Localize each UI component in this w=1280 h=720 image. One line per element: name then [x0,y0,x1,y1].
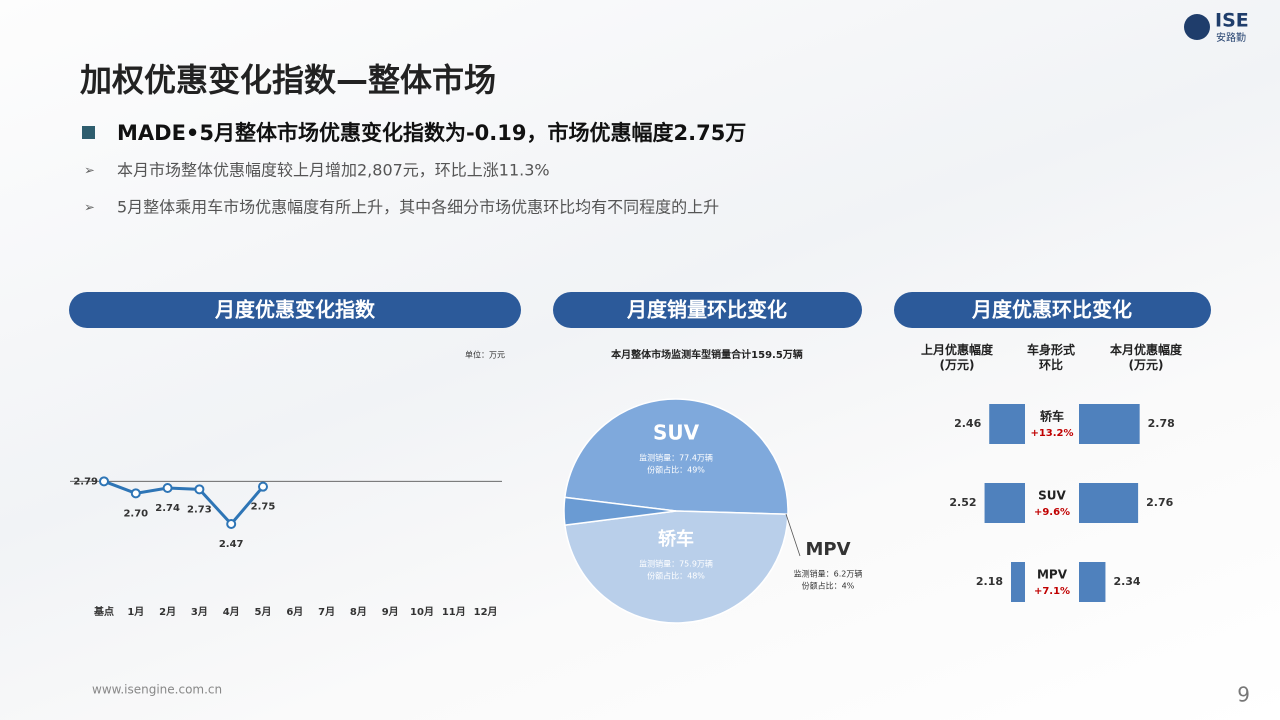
x-tick-label: 10月 [410,606,434,618]
data-label: 2.47 [219,539,244,550]
x-tick-label: 2月 [159,606,176,618]
slice-label: 轿车 [658,528,694,550]
slice-share: 份额占比：48% [647,571,705,581]
marker [99,476,109,487]
section-title: 月度销量环比变化 [626,298,787,322]
bullet: 本月市场整体优惠幅度较上月增加2,807元，环比上涨11.3% [117,161,550,180]
data-label: 2.79 [73,476,98,487]
slice-share: 份额占比：4% [802,581,855,591]
logo-name: 安路勤 [1216,31,1246,44]
pie-slice [563,398,789,516]
marker [258,481,268,492]
unit-label: 单位：万元 [465,350,505,360]
arrow: ➢ [84,164,95,179]
section-title: 月度优惠环比变化 [971,298,1132,322]
category-label: MPV [1037,568,1068,582]
arrow: ➢ [84,201,95,216]
slice-label: SUV [653,421,700,445]
title: 加权优惠变化指数—整体市场 [80,61,496,99]
slice-share: 份额占比：49% [647,465,705,475]
x-tick-label: 6月 [286,606,303,618]
x-tick-label: 3月 [191,606,208,618]
change-label: +13.2% [1030,428,1073,439]
category-label: SUV [1038,489,1066,503]
slice-detail: 监测销量：75.9万辆 [639,559,713,569]
data-label: 2.18 [976,575,1003,588]
x-tick-label: 5月 [255,606,272,618]
data-label: 2.70 [123,508,148,519]
marker [226,519,237,529]
column-header: 车身形式 环比 [1026,343,1075,372]
logo-mark: ISE [1215,10,1249,32]
section-pill [553,292,862,328]
marker [162,483,173,493]
bar [1079,483,1139,523]
bullet-square [82,126,95,139]
bar [1011,562,1025,602]
data-label: 2.73 [187,504,212,515]
headline: MADE•5月整体市场优惠变化指数为-0.19，市场优惠幅度2.75万 [117,121,746,145]
change-label: +9.6% [1034,507,1070,518]
data-label: 2.78 [1148,417,1175,430]
logo-icon [1184,14,1210,40]
x-tick-label: 12月 [474,606,498,618]
x-tick-label: 8月 [350,606,367,618]
bar [1079,562,1106,602]
pie-slice [564,510,789,624]
data-label: 2.74 [155,503,180,514]
x-tick-label: 4月 [223,606,240,618]
marker [194,484,205,495]
x-tick-label: 基点 [93,605,114,618]
slice-detail: 监测销量：6.2万辆 [794,569,863,579]
section-pill [69,292,521,328]
x-tick-label: 9月 [382,606,399,618]
column-header: 本月优惠幅度 (万元) [1109,343,1182,372]
category-label: 轿车 [1040,409,1064,424]
marker [130,488,141,499]
data-label: 2.75 [251,502,276,513]
bar [989,404,1025,444]
x-tick-label: 7月 [318,606,335,618]
bar [984,483,1025,523]
leader-line [785,513,801,557]
data-label: 2.46 [954,417,981,430]
x-tick-label: 11月 [442,606,466,618]
line [103,479,265,527]
data-label: 2.52 [949,496,976,509]
column-header: 上月优惠幅度 (万元) [920,343,993,372]
page-number: 9 [1237,683,1250,707]
pie-slice [563,496,677,526]
bullet: 5月整体乘用车市场优惠幅度有所上升，其中各细分市场优惠环比均有不同程度的上升 [117,198,719,217]
section-pill [894,292,1211,328]
data-label: 2.76 [1146,496,1173,509]
pie-title: 本月整体市场监测车型销量合计159.5万辆 [611,348,803,361]
data-label: 2.34 [1113,575,1140,588]
slice-detail: 监测销量：77.4万辆 [639,453,713,463]
change-label: +7.1% [1034,586,1070,597]
x-tick-label: 1月 [127,606,144,618]
footer-url: www.isengine.com.cn [92,683,222,697]
section-title: 月度优惠变化指数 [214,298,376,322]
slice-label: MPV [805,539,850,560]
bar [1079,404,1140,444]
